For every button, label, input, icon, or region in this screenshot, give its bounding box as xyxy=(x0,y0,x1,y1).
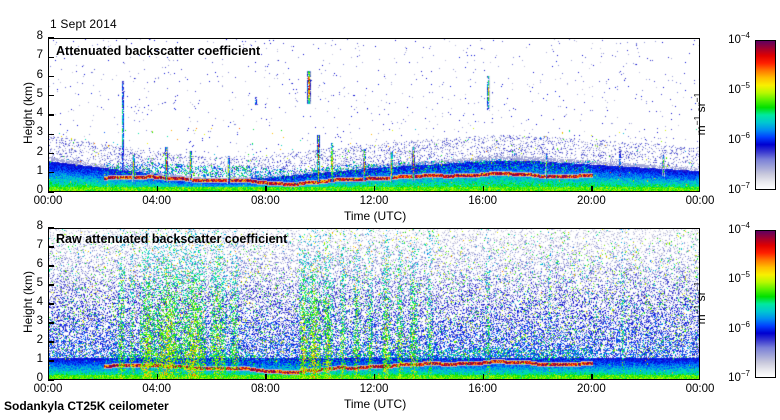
y-tick-label: 2 xyxy=(36,145,43,158)
y-tick-label: 3 xyxy=(36,126,43,139)
x-tick-mark xyxy=(156,186,158,192)
y-tick-mark xyxy=(48,37,54,39)
x-tick-label: 04:00 xyxy=(142,195,172,207)
y-tick-label: 1 xyxy=(36,353,43,365)
colorbar-tick-label: 10−5 xyxy=(728,270,750,286)
x-tick-label: 08:00 xyxy=(250,383,280,395)
y-tick-label: 0 xyxy=(36,184,43,196)
station-caption: Sodankyla CT25K ceilometer xyxy=(4,399,169,413)
x-tick-mark xyxy=(265,374,267,380)
y-tick-mark xyxy=(48,360,54,362)
y-tick-label: 4 xyxy=(36,107,43,119)
x-tick-mark xyxy=(698,374,700,380)
y-tick-label: 0 xyxy=(36,372,43,384)
x-tick-mark xyxy=(48,374,50,380)
y-tick-mark xyxy=(48,133,54,135)
y-tick-label: 1 xyxy=(36,164,43,177)
date-label: 1 Sept 2014 xyxy=(50,17,117,31)
x-tick-label: 12:00 xyxy=(359,383,389,395)
x-tick-mark xyxy=(482,374,484,380)
x-axis-title-bottom: Time (UTC) xyxy=(344,397,407,411)
y-tick-mark xyxy=(48,114,54,116)
y-tick-label: 6 xyxy=(36,68,43,81)
x-tick-mark xyxy=(48,186,50,192)
colorbar-unit-top: m−1 sr−1 xyxy=(692,92,708,136)
x-tick-label: 16:00 xyxy=(468,195,498,207)
colorbar-ramp xyxy=(756,41,775,189)
x-tick-mark xyxy=(698,186,700,192)
y-axis-title-bottom: Height (km) xyxy=(21,271,35,334)
x-tick-label: 08:00 xyxy=(250,195,280,207)
y-tick-mark xyxy=(48,172,54,174)
colorbar-unit-bottom: m−1 sr−1 xyxy=(692,281,708,325)
y-tick-label: 2 xyxy=(36,334,43,346)
x-tick-label: 00:00 xyxy=(685,383,715,395)
y-tick-label: 7 xyxy=(36,49,43,62)
y-tick-mark xyxy=(48,284,54,286)
y-tick-mark xyxy=(48,341,54,343)
y-tick-mark xyxy=(48,265,54,267)
x-tick-label: 04:00 xyxy=(142,383,172,395)
x-tick-label: 20:00 xyxy=(576,383,606,395)
x-tick-mark xyxy=(591,374,593,380)
y-axis-title-top: Height (km) xyxy=(21,82,35,145)
y-tick-mark xyxy=(48,227,54,229)
plot-area-raw-attenuated-backscatter[interactable] xyxy=(48,228,700,380)
colorbar-tick-label: 10−5 xyxy=(728,81,750,96)
heatmap-canvas-raw-attenuated-backscatter xyxy=(49,229,699,379)
colorbar-tick-label: 10−4 xyxy=(728,31,750,46)
x-tick-mark xyxy=(591,186,593,192)
x-tick-label: 00:00 xyxy=(33,195,63,207)
y-tick-mark xyxy=(48,379,54,381)
colorbar-tick-label: 10−7 xyxy=(728,369,750,384)
y-tick-mark xyxy=(48,191,54,193)
colorbar-tick-label: 10−4 xyxy=(728,221,750,236)
y-tick-label: 7 xyxy=(36,239,43,251)
x-tick-mark xyxy=(374,374,376,380)
x-tick-label: 20:00 xyxy=(576,195,606,207)
y-tick-label: 5 xyxy=(36,87,43,100)
x-tick-label: 00:00 xyxy=(685,195,715,207)
y-tick-mark xyxy=(48,322,54,324)
x-tick-label: 00:00 xyxy=(33,383,63,395)
panel-title-attenuated-backscatter: Attenuated backscatter coefficient xyxy=(56,44,261,58)
y-tick-mark xyxy=(48,246,54,248)
y-tick-label: 8 xyxy=(36,220,43,232)
x-tick-mark xyxy=(482,186,484,192)
y-tick-mark xyxy=(48,56,54,58)
x-tick-label: 12:00 xyxy=(359,195,389,207)
heatmap-canvas-attenuated-backscatter xyxy=(49,39,699,191)
panel-attenuated-backscatter: Attenuated backscatter coefficient 0 1 2 3 4… xyxy=(21,30,714,223)
y-tick-label: 3 xyxy=(36,315,43,327)
colorbar-tick-label: 10−6 xyxy=(728,319,750,335)
colorbar-gradient-top xyxy=(755,40,776,190)
y-tick-label: 8 xyxy=(36,30,43,42)
y-tick-label: 5 xyxy=(36,277,43,289)
x-tick-mark xyxy=(374,186,376,192)
x-tick-label: 16:00 xyxy=(468,383,498,395)
colorbar-ramp xyxy=(756,231,775,377)
colorbar-gradient-bottom xyxy=(755,230,776,378)
colorbar-tick-label: 10−7 xyxy=(728,181,750,196)
x-axis-title-top: Time (UTC) xyxy=(344,209,407,223)
x-tick-mark xyxy=(156,374,158,380)
colorbar-tick-label: 10−6 xyxy=(728,131,750,146)
plot-area-attenuated-backscatter[interactable] xyxy=(48,38,700,192)
y-tick-label: 4 xyxy=(36,296,43,308)
y-tick-label: 6 xyxy=(36,258,43,270)
panel-raw-attenuated-backscatter: Raw attenuated backscatter coefficient 0… xyxy=(21,220,714,411)
x-tick-mark xyxy=(265,186,267,192)
y-tick-mark xyxy=(48,303,54,305)
y-tick-mark xyxy=(48,75,54,78)
y-tick-mark xyxy=(48,152,54,155)
panel-title-raw-attenuated-backscatter: Raw attenuated backscatter coefficient xyxy=(56,232,288,246)
y-tick-mark xyxy=(48,95,54,97)
